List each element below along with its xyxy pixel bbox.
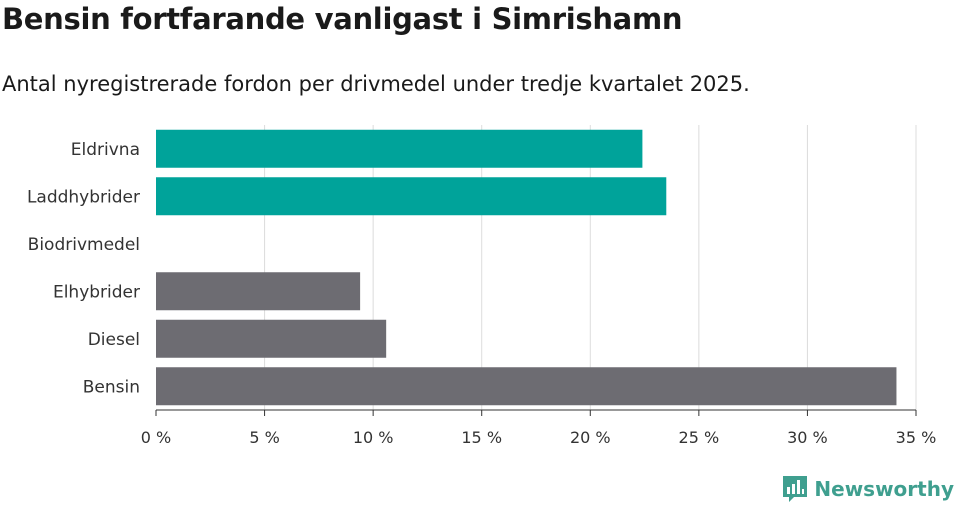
bars xyxy=(156,129,897,406)
category-label: Eldrivna xyxy=(71,140,140,160)
x-tick-label: 35 % xyxy=(896,428,937,447)
logo-text: Newsworthy xyxy=(814,477,954,501)
chart-subtitle: Antal nyregistrerade fordon per drivmede… xyxy=(2,72,750,96)
category-labels: Eldrivna Laddhybrider Biodrivmedel Elhybrid… xyxy=(27,140,140,398)
x-tick-label: 10 % xyxy=(353,428,394,447)
bar xyxy=(156,272,361,311)
gridlines xyxy=(264,125,917,410)
category-label: Diesel xyxy=(88,330,140,350)
x-tick-label: 0 % xyxy=(141,428,171,447)
bar xyxy=(156,129,643,168)
newsworthy-logo: Newsworthy xyxy=(782,474,954,504)
x-tick-label: 5 % xyxy=(249,428,279,447)
x-axis: 0 % 5 % 10 % 15 % 20 % 25 % 30 % 35 % xyxy=(141,409,937,447)
x-tick-label: 25 % xyxy=(679,428,720,447)
category-label: Biodrivmedel xyxy=(28,235,140,255)
bar-chart-icon xyxy=(783,476,808,502)
x-tick-label: 30 % xyxy=(787,428,828,447)
category-label: Bensin xyxy=(83,377,140,397)
x-tick-label: 15 % xyxy=(461,428,502,447)
bar-chart: Eldrivna Laddhybrider Biodrivmedel Elhybrid… xyxy=(27,125,937,447)
chart-title: Bensin fortfarande vanligast i Simrisham… xyxy=(2,2,683,36)
bar xyxy=(156,319,387,358)
bar xyxy=(156,177,667,216)
x-tick-label: 20 % xyxy=(570,428,611,447)
category-label: Laddhybrider xyxy=(27,187,140,207)
bar xyxy=(156,367,897,406)
category-label: Elhybrider xyxy=(53,282,140,302)
